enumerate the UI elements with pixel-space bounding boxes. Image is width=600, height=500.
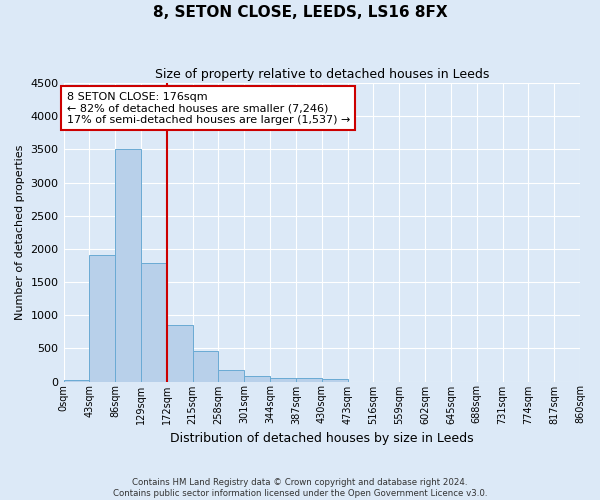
Bar xyxy=(89,255,115,382)
Text: 8, SETON CLOSE, LEEDS, LS16 8FX: 8, SETON CLOSE, LEEDS, LS16 8FX xyxy=(152,5,448,20)
Bar xyxy=(270,378,296,382)
Bar xyxy=(244,376,270,382)
Bar xyxy=(167,325,193,382)
Title: Size of property relative to detached houses in Leeds: Size of property relative to detached ho… xyxy=(155,68,489,80)
X-axis label: Distribution of detached houses by size in Leeds: Distribution of detached houses by size … xyxy=(170,432,473,445)
Text: 8 SETON CLOSE: 176sqm
← 82% of detached houses are smaller (7,246)
17% of semi-d: 8 SETON CLOSE: 176sqm ← 82% of detached … xyxy=(67,92,350,125)
Bar xyxy=(322,379,347,382)
Bar xyxy=(64,380,89,382)
Bar xyxy=(296,378,322,382)
Bar xyxy=(141,264,167,382)
Y-axis label: Number of detached properties: Number of detached properties xyxy=(15,144,25,320)
Bar xyxy=(218,370,244,382)
Text: Contains HM Land Registry data © Crown copyright and database right 2024.
Contai: Contains HM Land Registry data © Crown c… xyxy=(113,478,487,498)
Bar xyxy=(115,150,141,382)
Bar xyxy=(193,351,218,382)
